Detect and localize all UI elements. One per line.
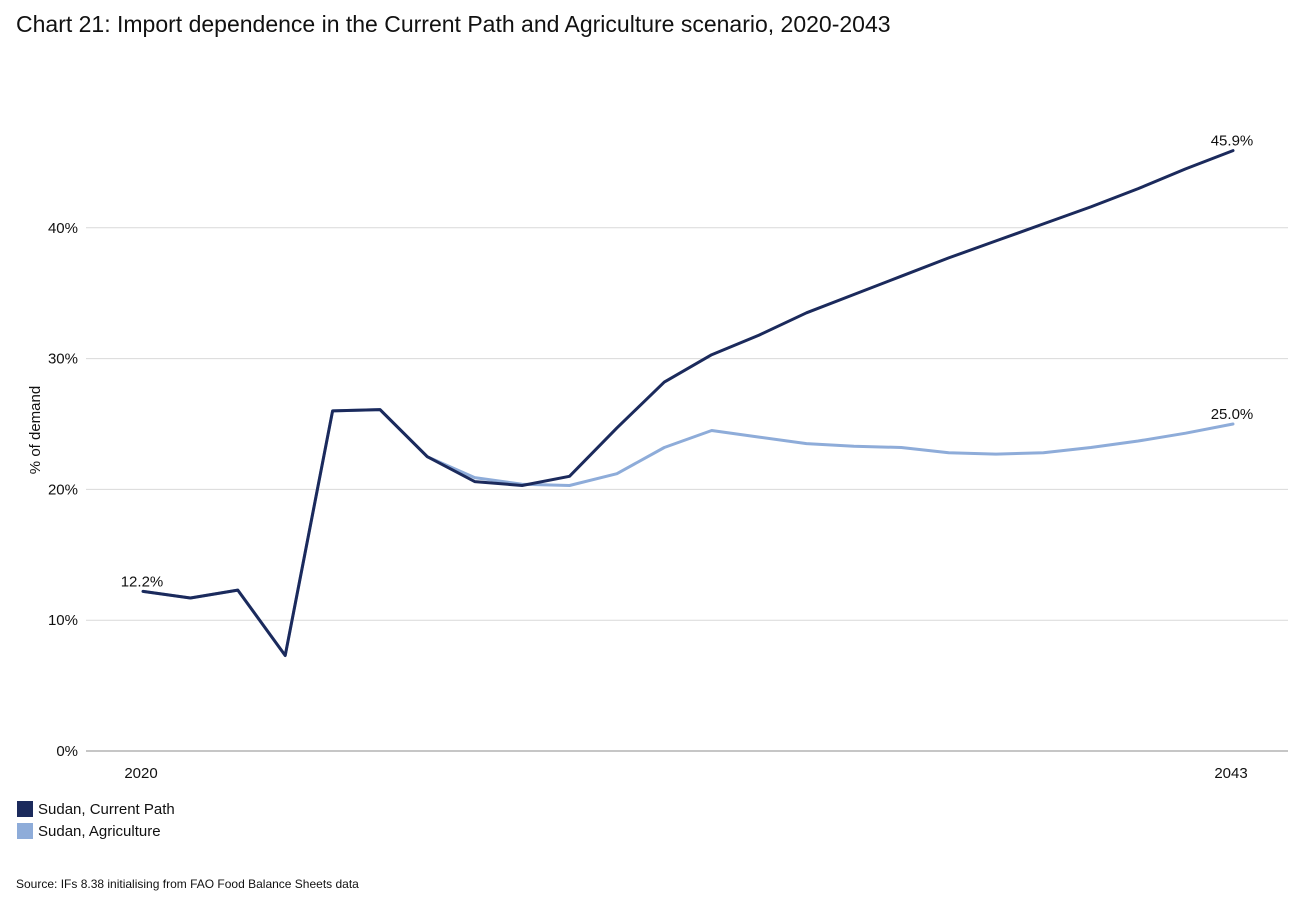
source-note: Source: IFs 8.38 initialising from FAO F… — [16, 877, 359, 891]
y-tick-label: 20% — [48, 481, 78, 498]
line-chart: 0% 10% 20% 30% 40% 2020 2043 % of demand 12.2% 4… — [27, 133, 1288, 782]
chart-title: Chart 21: Import dependence in the Curre… — [16, 11, 891, 37]
legend-item-current-path: Sudan, Current Path — [17, 798, 175, 820]
axes: 0% 10% 20% 30% 40% 2020 2043 % of demand — [27, 220, 1288, 782]
y-tick-label: 30% — [48, 351, 78, 368]
legend: Sudan, Current Path Sudan, Agriculture — [17, 798, 175, 842]
data-labels: 12.2% 45.9% 25.0% — [121, 133, 1254, 591]
data-label: 45.9% — [1211, 133, 1254, 150]
y-tick-label: 0% — [56, 743, 78, 760]
legend-label-current-path: Sudan, Current Path — [38, 800, 175, 818]
x-tick-label: 2043 — [1214, 765, 1247, 782]
legend-swatch-agriculture — [17, 823, 33, 839]
y-axis-title: % of demand — [27, 386, 44, 474]
data-label: 25.0% — [1211, 406, 1254, 423]
y-tick-label: 40% — [48, 220, 78, 237]
gridlines — [86, 227, 1288, 621]
data-label: 12.2% — [121, 573, 164, 590]
y-tick-label: 10% — [48, 612, 78, 629]
x-tick-label: 2020 — [124, 765, 157, 782]
legend-item-agriculture: Sudan, Agriculture — [17, 820, 175, 842]
legend-swatch-current-path — [17, 801, 33, 817]
series-line-agriculture — [141, 408, 1235, 657]
legend-label-agriculture: Sudan, Agriculture — [38, 822, 161, 840]
series-lines — [141, 149, 1235, 657]
series-line-current-path — [141, 149, 1235, 657]
